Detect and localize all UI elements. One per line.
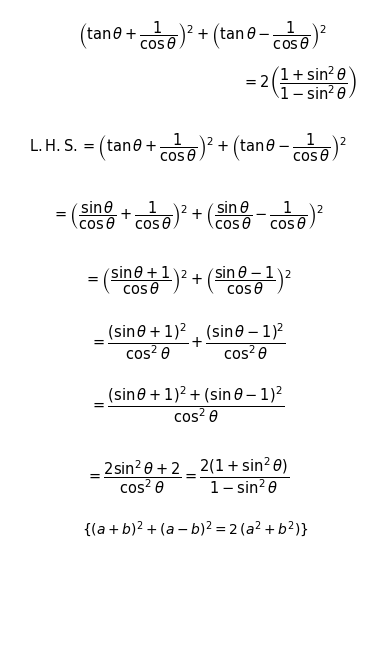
Text: $=\left(\dfrac{\sin\theta+1}{\cos\theta}\right)^{2}+\left(\dfrac{\sin\theta-1}{\: $=\left(\dfrac{\sin\theta+1}{\cos\theta}… <box>84 264 291 297</box>
Text: $\{(a+b)^{2}+(a-b)^{2}=2\,(a^{2}+b^{2})\}$: $\{(a+b)^{2}+(a-b)^{2}=2\,(a^{2}+b^{2})\… <box>81 519 309 539</box>
Text: $=\dfrac{(\sin\theta+1)^{2}}{\cos^{2}\theta}+\dfrac{(\sin\theta-1)^{2}}{\cos^{2}: $=\dfrac{(\sin\theta+1)^{2}}{\cos^{2}\th… <box>90 321 285 362</box>
Text: $=\dfrac{2\sin^{2}\theta+2}{\cos^{2}\theta}=\dfrac{2(1+\sin^{2}\theta)}{1-\sin^{: $=\dfrac{2\sin^{2}\theta+2}{\cos^{2}\the… <box>86 454 289 496</box>
Text: $=\left(\dfrac{\sin\theta}{\cos\theta}+\dfrac{1}{\cos\theta}\right)^{2}+\left(\d: $=\left(\dfrac{\sin\theta}{\cos\theta}+\… <box>51 199 324 232</box>
Text: $=2\left(\dfrac{1+\sin^{2}\theta}{1-\sin^{2}\theta}\right)$: $=2\left(\dfrac{1+\sin^{2}\theta}{1-\sin… <box>242 64 358 102</box>
Text: $\left(\tan\theta+\dfrac{1}{\cos\theta}\right)^{2}+\left(\tan\theta-\dfrac{1}{\c: $\left(\tan\theta+\dfrac{1}{\cos\theta}\… <box>78 19 327 52</box>
Text: $=\dfrac{(\sin\theta+1)^{2}+(\sin\theta-1)^{2}}{\cos^{2}\theta}$: $=\dfrac{(\sin\theta+1)^{2}+(\sin\theta-… <box>90 384 285 425</box>
Text: $\mathrm{L.H.S.}=\left(\tan\theta+\dfrac{1}{\cos\theta}\right)^{2}+\left(\tan\th: $\mathrm{L.H.S.}=\left(\tan\theta+\dfrac… <box>28 132 347 164</box>
